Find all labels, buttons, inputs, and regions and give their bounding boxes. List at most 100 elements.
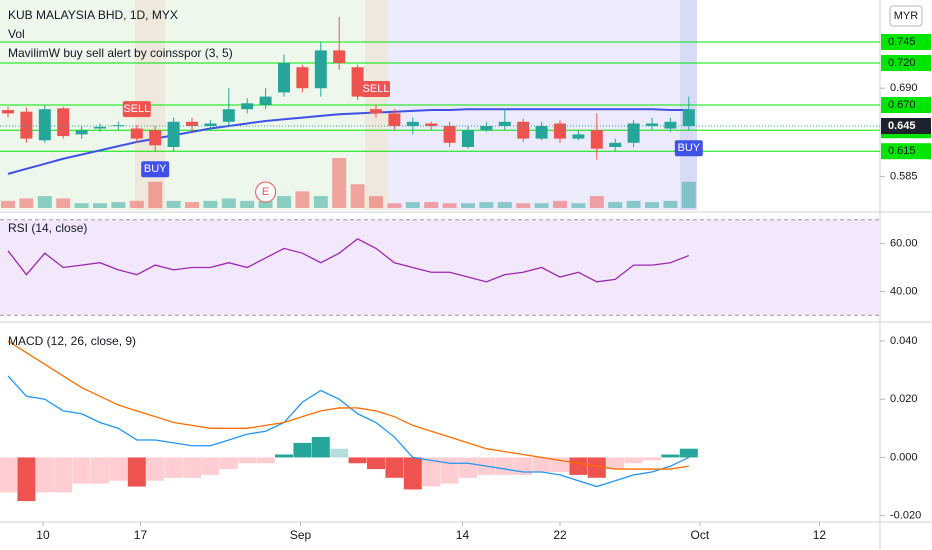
x-tick-label: 17 — [134, 528, 148, 542]
currency-label[interactable]: MYR — [894, 10, 919, 22]
histogram-bar — [164, 457, 183, 478]
volume-bar — [405, 202, 420, 208]
candle-body — [314, 50, 327, 89]
histogram-bar — [495, 457, 514, 475]
candle-body — [425, 123, 438, 126]
currency-button[interactable] — [889, 5, 923, 27]
candle-body — [517, 121, 530, 139]
volume-bar — [19, 198, 34, 208]
candle-body — [609, 142, 622, 147]
level-tag — [881, 143, 931, 160]
volume-bar — [516, 203, 531, 208]
histogram-bar — [0, 457, 17, 493]
histogram-bar — [403, 457, 422, 490]
candle-body — [388, 113, 401, 126]
candle-body — [498, 121, 511, 126]
candle-body — [112, 125, 125, 127]
candle-body — [222, 109, 235, 122]
candle-body — [167, 121, 180, 147]
volume-bar — [461, 203, 475, 208]
candle-body — [443, 126, 456, 143]
histogram-bar — [311, 437, 330, 458]
histogram-bar — [587, 457, 606, 478]
y-tick-label: 0.040 — [890, 335, 918, 347]
level-label: 0.745 — [888, 36, 916, 48]
volume-bar — [221, 198, 236, 208]
volume-bar — [350, 184, 365, 208]
signal-label: BUY — [144, 163, 167, 175]
last-price-label: 0.645 — [888, 120, 916, 132]
histogram-bar — [201, 457, 220, 475]
volume-bar — [313, 196, 328, 208]
level-tag — [881, 34, 931, 50]
histogram-bar — [569, 457, 588, 475]
candle-body — [204, 123, 217, 126]
candle-body — [296, 67, 309, 89]
x-tick-label: 14 — [456, 528, 470, 542]
signal-label: SELL — [123, 103, 150, 115]
event-marker — [255, 181, 277, 203]
histogram-bar — [624, 457, 643, 464]
last-price-tag — [881, 118, 931, 134]
volume-bar — [479, 202, 494, 208]
rsi-line — [7, 238, 690, 283]
macd-line — [7, 375, 690, 488]
volume-bar — [56, 198, 71, 208]
histogram-bar — [385, 457, 404, 478]
y-tick-label: 0.690 — [890, 82, 918, 94]
candle-body — [241, 103, 254, 110]
level-tag — [881, 55, 931, 71]
level-label: 0.720 — [888, 57, 916, 69]
volume-bar — [553, 200, 567, 208]
volume-bar — [626, 200, 641, 208]
volume-bar — [203, 200, 218, 208]
plot-area: 0.6900.5850.7450.7200.6700.6400.6150.645… — [0, 16, 931, 542]
histogram-bar — [661, 454, 680, 458]
volume-bar — [111, 202, 126, 208]
histogram-bar — [348, 457, 367, 464]
histogram-bar — [606, 457, 625, 470]
volume-bar — [258, 200, 273, 208]
histogram-bar — [514, 457, 533, 475]
indicator-label: MavilimW buy sell alert by coinsspor (3,… — [8, 46, 233, 60]
candle-body — [462, 130, 474, 147]
x-tick-label: Sep — [290, 528, 312, 542]
histogram-bar — [459, 457, 477, 478]
candle-body — [351, 67, 364, 97]
histogram-bar — [275, 454, 293, 458]
volume-bar — [369, 196, 383, 208]
signal-tag — [674, 140, 703, 157]
histogram-bar — [72, 457, 91, 484]
candle-body — [682, 109, 695, 126]
volume-bar — [166, 200, 181, 208]
volume-bar — [129, 200, 144, 208]
candle-body — [75, 130, 88, 135]
candle-body — [664, 121, 677, 129]
volume-bar — [37, 196, 52, 208]
candle-body — [590, 130, 603, 149]
volume-bar — [589, 196, 604, 208]
histogram-bar — [440, 457, 459, 484]
candle-body — [646, 123, 658, 126]
volume-bar — [148, 181, 163, 208]
y-tick-label: 0.585 — [890, 170, 918, 182]
signal-label: SELL — [363, 83, 390, 95]
volume-bar — [295, 191, 310, 208]
volume-bar — [497, 202, 512, 208]
histogram-bar — [54, 457, 73, 493]
volume-bar — [571, 203, 586, 208]
histogram-bar — [91, 457, 109, 484]
histogram-bar — [219, 457, 238, 470]
candle-body — [480, 126, 493, 131]
histogram-bar — [367, 457, 385, 470]
signal-tag — [141, 161, 170, 178]
candle-body — [2, 110, 14, 114]
volume-bar — [645, 202, 659, 208]
histogram-bar — [643, 457, 661, 461]
signal-tag — [122, 101, 151, 118]
volume-bar — [74, 203, 89, 208]
histogram-bar — [293, 442, 312, 458]
histogram-bar — [679, 448, 698, 458]
signal-label: BUY — [677, 142, 700, 154]
